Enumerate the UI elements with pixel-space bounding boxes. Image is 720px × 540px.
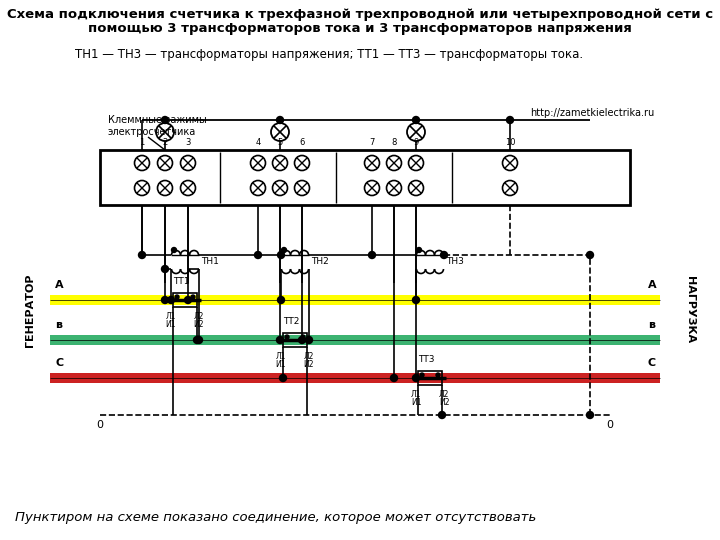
Circle shape	[175, 295, 179, 299]
Text: A: A	[55, 280, 63, 290]
Circle shape	[416, 247, 421, 253]
Circle shape	[587, 252, 593, 259]
Circle shape	[420, 373, 424, 377]
Circle shape	[506, 117, 513, 124]
Text: 7: 7	[369, 138, 374, 147]
Bar	[50, 295, 660, 305]
Bar	[50, 335, 660, 345]
Circle shape	[276, 117, 284, 124]
Text: И2: И2	[304, 360, 314, 369]
Bar	[173, 293, 197, 307]
Circle shape	[276, 336, 284, 343]
Text: 3: 3	[185, 138, 191, 147]
Text: ТТ2: ТТ2	[283, 317, 300, 326]
Text: Л1: Л1	[276, 352, 286, 361]
Text: И1: И1	[276, 360, 287, 369]
Circle shape	[436, 373, 440, 377]
Bar	[283, 333, 307, 347]
Circle shape	[191, 295, 195, 299]
Text: http://zametkielectrika.ru: http://zametkielectrika.ru	[530, 108, 654, 118]
Circle shape	[138, 252, 145, 259]
Circle shape	[282, 247, 287, 253]
Text: 6: 6	[300, 138, 305, 147]
Text: в: в	[648, 320, 655, 330]
Circle shape	[390, 375, 397, 381]
Text: 4: 4	[256, 138, 261, 147]
Circle shape	[254, 252, 261, 259]
Bar	[50, 373, 660, 383]
Circle shape	[301, 335, 305, 339]
Circle shape	[369, 252, 376, 259]
Text: И1: И1	[166, 320, 176, 329]
Bar	[100, 150, 630, 205]
Text: Л1: Л1	[411, 390, 421, 399]
Text: И2: И2	[194, 320, 204, 329]
Text: 9: 9	[413, 138, 418, 147]
Circle shape	[279, 375, 287, 381]
Text: в: в	[55, 320, 62, 330]
Text: 5: 5	[277, 138, 283, 147]
Text: Клеммные зажимы
электросчетчика: Клеммные зажимы электросчетчика	[108, 115, 207, 137]
Circle shape	[277, 296, 284, 303]
Circle shape	[413, 296, 420, 303]
Text: ТТ1: ТТ1	[173, 277, 189, 286]
Text: ГЕНЕРАТОР: ГЕНЕРАТОР	[25, 273, 35, 347]
Circle shape	[194, 336, 200, 343]
Text: Пунктиром на схеме показано соединение, которое может отсутствовать: Пунктиром на схеме показано соединение, …	[15, 511, 536, 524]
Text: ТТ3: ТТ3	[418, 355, 434, 364]
Text: A: A	[648, 280, 657, 290]
Text: ТН2: ТН2	[311, 256, 329, 266]
Text: 0: 0	[606, 420, 613, 430]
Text: 10: 10	[505, 138, 516, 147]
Text: И2: И2	[438, 398, 449, 407]
Circle shape	[285, 335, 289, 339]
Text: С: С	[55, 358, 63, 368]
Text: Л1: Л1	[166, 312, 176, 321]
Text: Л2: Л2	[304, 352, 314, 361]
Text: С: С	[648, 358, 656, 368]
Circle shape	[277, 252, 284, 259]
Text: 2: 2	[163, 138, 168, 147]
Text: 0: 0	[96, 420, 104, 430]
Circle shape	[171, 247, 176, 253]
Text: 8: 8	[391, 138, 397, 147]
Text: Схема подключения счетчика к трехфазной трехпроводной или четырехпроводной сети : Схема подключения счетчика к трехфазной …	[7, 8, 713, 21]
Text: НАГРУЗКА: НАГРУЗКА	[685, 276, 695, 343]
Circle shape	[161, 266, 168, 273]
Text: 1: 1	[140, 138, 145, 147]
Circle shape	[196, 336, 202, 343]
Circle shape	[441, 252, 448, 259]
Circle shape	[184, 296, 192, 303]
Circle shape	[413, 117, 420, 124]
Circle shape	[413, 375, 420, 381]
Text: И1: И1	[410, 398, 421, 407]
Text: Л2: Л2	[194, 312, 204, 321]
Text: ТН3: ТН3	[446, 256, 464, 266]
Text: ТН1 — ТН3 — трансформаторы напряжения; ТТ1 — ТТ3 — трансформаторы тока.: ТН1 — ТН3 — трансформаторы напряжения; Т…	[75, 48, 583, 61]
Text: помощью 3 трансформаторов тока и 3 трансформаторов напряжения: помощью 3 трансформаторов тока и 3 транс…	[88, 22, 632, 35]
Circle shape	[299, 336, 305, 343]
Text: ТН1: ТН1	[201, 256, 219, 266]
Circle shape	[438, 411, 446, 418]
Circle shape	[168, 296, 174, 303]
Circle shape	[161, 296, 168, 303]
Bar	[418, 371, 442, 385]
Circle shape	[305, 336, 312, 343]
Circle shape	[161, 117, 168, 124]
Text: Л2: Л2	[438, 390, 449, 399]
Circle shape	[587, 411, 593, 418]
